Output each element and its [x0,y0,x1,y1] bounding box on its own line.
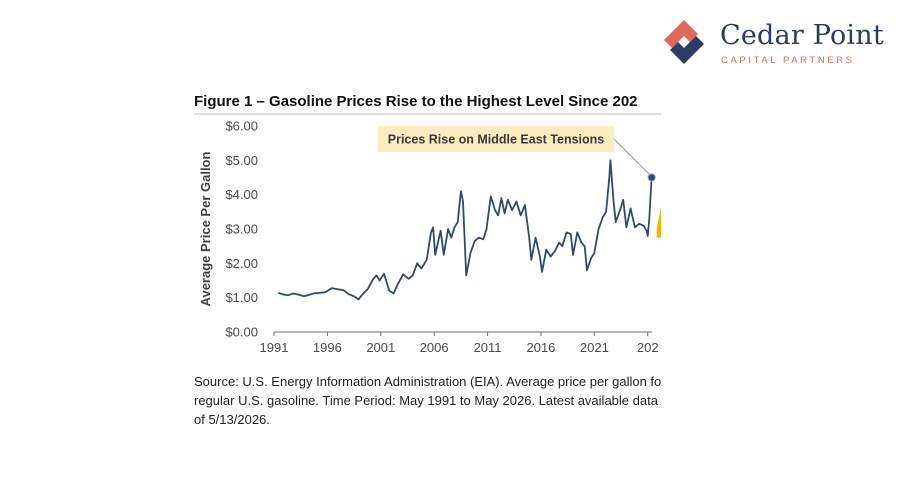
x-tick-label: 1996 [313,340,342,355]
x-tick-label: 2001 [366,340,395,355]
y-tick-label: $6.00 [225,119,258,134]
source-note-line: regular U.S. gasoline. Time Period: May … [194,393,661,408]
y-tick-label: $5.00 [225,153,258,168]
y-tick-label: $2.00 [225,256,258,271]
y-tick-label: $4.00 [225,187,258,202]
y-tick-label: $1.00 [225,290,258,305]
annotation-leader-line [613,138,651,175]
gasoline-price-line [278,159,653,301]
brand-tagline: CAPITAL PARTNERS [721,55,855,66]
chart-title: Figure 1 – Gasoline Prices Rise to the H… [194,93,638,110]
cedar-point-logo: Cedar Point CAPITAL PARTNERS [660,18,884,66]
x-tick-label: 2016 [526,340,555,355]
latest-point-marker [647,173,656,182]
line-chart: Figure 1 – Gasoline Prices Rise to the H… [194,93,661,427]
figure-panel: Figure 1 – Gasoline Prices Rise to the H… [194,88,661,438]
x-tick-label: 202 [637,340,659,355]
brand-name: Cedar Point [720,20,884,51]
source-note-line: of 5/13/2026. [194,412,270,427]
annotation-text: Prices Rise on Middle East Tensions [388,133,605,147]
rise-highlight-arrow [656,206,661,238]
source-note-line: Source: U.S. Energy Information Administ… [194,374,661,389]
annotation-box [378,126,614,152]
x-tick-label: 2021 [580,340,609,355]
y-tick-label: $0.00 [225,325,258,340]
y-tick-label: $3.00 [225,222,258,237]
x-tick-label: 2011 [474,340,502,355]
y-axis-label: Average Price Per Gallon [198,152,213,307]
diamond-mark-icon [664,20,704,64]
x-tick-label: 1991 [260,340,289,355]
x-tick-label: 2006 [420,340,449,355]
